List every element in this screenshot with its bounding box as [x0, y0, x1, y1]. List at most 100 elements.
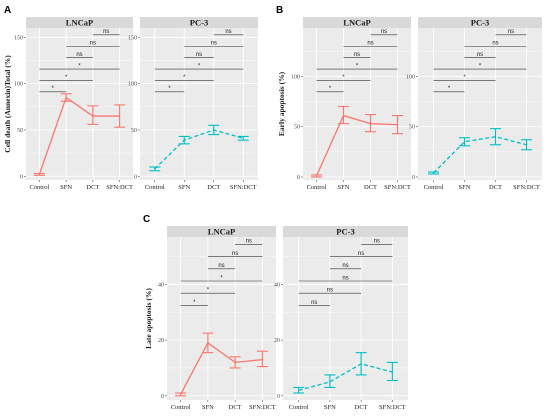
y-tick-label: 0 — [412, 175, 415, 181]
significance-bracket: ns — [92, 29, 120, 35]
x-tick-label: DCT — [364, 184, 377, 191]
x-tick-label: SFN:DCT — [384, 184, 411, 191]
significance-label: ns — [196, 52, 202, 58]
x-tick-label: SFN:DCT — [379, 404, 406, 411]
significance-bracket: ns — [184, 41, 244, 47]
significance-bracket: ns — [464, 41, 527, 47]
y-axis-label: Late apoptosis (%) — [144, 288, 153, 349]
y-tick-label: 50 — [131, 128, 137, 134]
significance-bracket: ns — [343, 41, 398, 47]
panel-a: A Cell death (Annexin)Total (%) LNCaP 0 50 10… — [3, 5, 258, 191]
y-axis-label: Early apoptosis (%) — [277, 71, 286, 136]
x-tick-label: Control — [307, 184, 327, 191]
significance-label: * — [65, 75, 68, 81]
facet-strip — [140, 17, 258, 28]
significance-bracket: ns — [464, 52, 496, 58]
facet-strip — [303, 17, 411, 28]
significance-bracket: * — [180, 275, 263, 281]
series-line — [154, 129, 244, 170]
error-bar — [365, 114, 376, 133]
y-tick-label: 50 — [409, 125, 415, 131]
series-line — [315, 114, 398, 177]
error-bar — [178, 135, 190, 145]
significance-bracket: ns — [343, 52, 371, 58]
significance-label: * — [52, 86, 55, 92]
panel-letter: A — [4, 5, 11, 16]
significance-label: * — [183, 75, 186, 81]
significance-label: * — [220, 275, 223, 281]
significance-label: * — [198, 63, 201, 69]
y-tick-label: 50 — [17, 128, 23, 134]
x-tick-label: DCT — [86, 184, 99, 191]
x-tick-label: SFN:DCT — [513, 184, 540, 191]
x-tick-label: Control — [171, 404, 191, 411]
x-tick-label: SFN:DCT — [106, 184, 133, 191]
x-tick-label: SFN — [202, 404, 214, 411]
significance-bracket: * — [316, 86, 344, 92]
significance-label: ns — [374, 239, 380, 245]
significance-label: ns — [225, 29, 231, 35]
significance-bracket: ns — [361, 239, 393, 245]
y-tick-label: 50 — [294, 125, 300, 131]
significance-bracket: ns — [298, 288, 362, 294]
error-bar — [87, 105, 99, 125]
y-tick-label: 0 — [134, 174, 137, 180]
panel-b: B Early apoptosis (%) LNCaP 0 50 100 Control SF… — [276, 5, 542, 191]
y-tick-label: 40 — [274, 282, 280, 288]
facet-title: LNCaP — [343, 17, 370, 27]
facet-lncap: LNCaP 0 50 100 150 Control SFN DCT SFN:DCT * * * ns n… — [14, 17, 133, 191]
series-line — [433, 136, 527, 174]
significance-bracket: * — [154, 86, 185, 92]
error-bar — [324, 374, 336, 389]
x-tick-label: Control — [424, 184, 444, 191]
y-tick-label: 20 — [274, 338, 280, 344]
plot-background — [26, 28, 133, 180]
x-tick-label: SFN — [60, 184, 72, 191]
error-bar — [428, 171, 439, 175]
significance-bracket: * — [433, 75, 496, 81]
y-tick-label: 0 — [161, 394, 164, 400]
significance-label: ns — [327, 288, 333, 294]
x-tick-label: Control — [289, 404, 309, 411]
y-tick-label: 100 — [128, 82, 137, 88]
significance-bracket: ns — [329, 251, 393, 257]
panel-letter: B — [276, 5, 283, 16]
y-tick-label: 100 — [14, 82, 23, 88]
significance-bracket: ns — [207, 263, 236, 269]
error-bar — [311, 174, 322, 178]
panel-letter: C — [143, 214, 150, 225]
significance-label: * — [448, 86, 451, 92]
significance-bracket: * — [433, 63, 527, 69]
error-bar — [293, 386, 305, 394]
error-bar — [392, 115, 403, 135]
error-bar — [459, 137, 470, 147]
error-bar — [490, 128, 501, 146]
significance-label: ns — [358, 251, 364, 257]
series-line — [180, 341, 263, 395]
error-bar — [355, 352, 367, 376]
error-bar — [33, 172, 45, 176]
significance-bracket: ns — [298, 275, 393, 281]
y-tick-label: 0 — [20, 174, 23, 180]
facet-lncap: LNCaP 0 20 40 Control SFN DCT SFN:DCT * * * ns ns ns — [158, 226, 276, 411]
facet-title: LNCaP — [208, 226, 235, 236]
significance-label: * — [329, 86, 332, 92]
plot-background — [167, 237, 276, 400]
y-axis-label: Cell death (Annexin)Total (%) — [3, 55, 12, 153]
plot-background — [418, 28, 542, 180]
facet-title: PC-3 — [336, 226, 354, 236]
significance-bracket: ns — [184, 52, 214, 58]
x-tick-label: SFN — [459, 184, 471, 191]
y-tick-label: 100 — [291, 74, 300, 80]
facet-pc-3: PC-3 0 50 100 150 Control SFN DCT SFN:DCT * * * ns ns… — [128, 17, 258, 191]
significance-label: ns — [354, 52, 360, 58]
x-tick-label: DCT — [207, 184, 220, 191]
facet-pc-3: PC-3 0 20 40 Control SFN DCT SFN:DCT ns ns ns ns ns n… — [274, 226, 408, 411]
significance-label: ns — [477, 52, 483, 58]
significance-label: ns — [381, 29, 387, 35]
significance-bracket: ns — [235, 239, 263, 245]
error-bar — [256, 350, 268, 368]
significance-bracket: ns — [329, 263, 362, 269]
facet-title: LNCaP — [66, 17, 93, 27]
